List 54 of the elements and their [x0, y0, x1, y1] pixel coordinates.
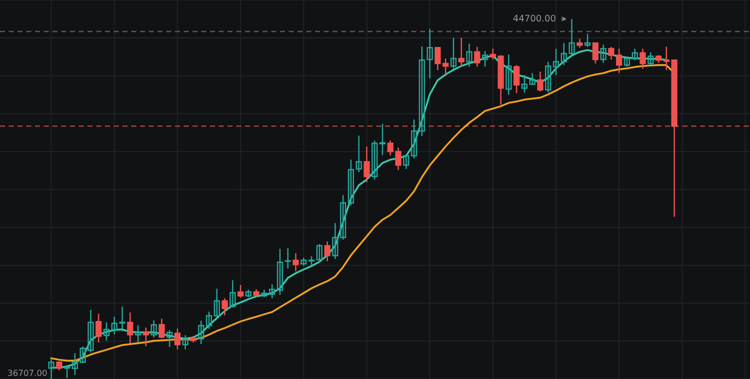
candlestick — [640, 48, 646, 70]
candlestick — [552, 48, 560, 76]
candlestick — [372, 140, 378, 180]
candlestick — [529, 72, 536, 86]
candlestick — [458, 37, 464, 68]
candlestick — [379, 123, 386, 156]
candlestick — [158, 318, 165, 340]
candlestick — [182, 334, 188, 350]
candlestick — [576, 38, 583, 48]
candlestick — [600, 44, 606, 64]
annotation: 44700.00 — [513, 14, 556, 22]
candlestick — [482, 50, 488, 68]
candlestick — [103, 322, 110, 342]
candlestick — [632, 48, 638, 61]
candlestick — [214, 288, 220, 318]
candlestick — [166, 330, 173, 348]
candlestick — [450, 37, 457, 70]
candlestick — [403, 153, 410, 170]
candlestick — [324, 240, 330, 262]
candlestick — [206, 311, 212, 330]
candlestick — [127, 312, 134, 344]
candlestick — [292, 252, 299, 272]
candlestick — [410, 118, 418, 160]
candlestick — [96, 313, 102, 344]
candlestick — [237, 284, 244, 298]
candlestick — [506, 54, 512, 96]
text: 36707.00 — [8, 370, 47, 376]
candlestick — [198, 320, 204, 345]
candlestick — [332, 222, 338, 260]
candlestick — [592, 42, 598, 64]
candlestick — [364, 146, 370, 183]
candlestick — [356, 135, 362, 173]
candlestick — [537, 71, 544, 92]
candlestick — [174, 328, 181, 350]
candlestick — [466, 43, 472, 68]
candlestick — [648, 52, 654, 66]
candlestick — [230, 280, 236, 308]
candlestick — [545, 61, 552, 94]
candlestick — [64, 364, 70, 379]
candlestick — [348, 159, 354, 206]
candlestick — [150, 320, 157, 338]
candlestick — [624, 56, 630, 68]
candlestick — [584, 33, 591, 48]
candlestick — [316, 244, 322, 263]
candlestick — [134, 324, 142, 344]
candlestick — [284, 248, 291, 270]
candlestick — [521, 74, 528, 94]
candlestick — [276, 248, 284, 296]
candlestick — [222, 298, 228, 316]
candlestick — [513, 64, 520, 94]
candlestick — [474, 46, 480, 68]
candlestick — [142, 326, 149, 347]
candlestick — [48, 358, 54, 379]
candlestick — [340, 194, 346, 240]
